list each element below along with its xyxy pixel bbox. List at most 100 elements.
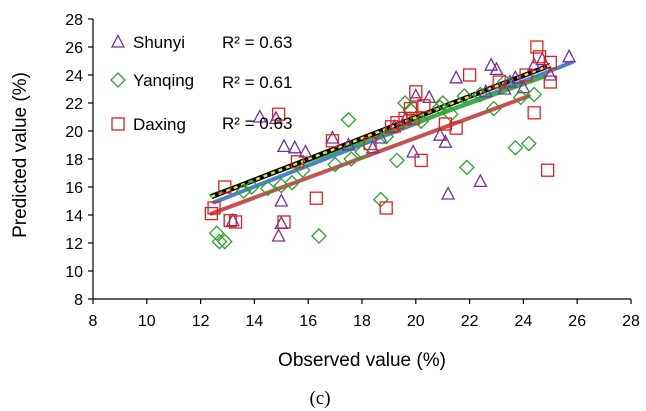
x-tick-label: 8	[89, 313, 98, 330]
point-shunyi	[287, 139, 302, 154]
point-yanqing	[456, 88, 473, 104]
point-daxing	[403, 101, 418, 116]
point-daxing	[406, 111, 420, 126]
point-daxing	[379, 201, 393, 215]
point-yanqing	[235, 183, 252, 200]
point-yanqing	[340, 111, 357, 128]
y-tick-label: 16	[65, 180, 83, 197]
point-yanqing	[211, 233, 228, 250]
y-tick-label: 10	[65, 264, 83, 281]
point-shunyi	[276, 138, 292, 153]
point-yanqing	[485, 100, 502, 117]
plot-axes: 8 10 12 14 16 18 20 22 24 26 28 8 10 12 14 16 18 20 22 24 26…	[65, 12, 640, 330]
point-daxing	[540, 163, 555, 177]
point-daxing	[277, 215, 291, 229]
x-tick-label: 28	[622, 313, 640, 330]
x-tick-label: 22	[461, 313, 479, 330]
data-points	[204, 40, 577, 250]
point-shunyi	[449, 69, 464, 84]
point-daxing	[492, 75, 506, 89]
point-yanqing	[216, 233, 233, 250]
point-daxing	[519, 68, 533, 82]
point-daxing	[409, 85, 423, 99]
point-shunyi	[502, 74, 518, 88]
point-yanqing	[327, 156, 344, 173]
x-axis-title: Observed value (%)	[278, 350, 446, 371]
point-daxing	[543, 75, 557, 89]
y-tick-label: 24	[65, 68, 83, 85]
r2-label-yanqing: R² = 0.61	[222, 73, 292, 92]
legend-marker-daxing	[111, 117, 125, 131]
point-shunyi	[325, 130, 340, 144]
point-shunyi	[274, 215, 289, 230]
point-yanqing	[378, 128, 395, 145]
point-shunyi	[406, 144, 421, 158]
point-yanqing	[389, 152, 405, 169]
x-tick-label: 12	[192, 313, 210, 330]
point-daxing	[390, 115, 404, 130]
point-shunyi	[543, 67, 558, 81]
point-shunyi	[473, 173, 488, 188]
y-tick-label: 22	[65, 96, 83, 113]
point-shunyi	[373, 130, 388, 144]
point-yanqing	[472, 86, 489, 103]
point-daxing	[414, 153, 428, 168]
legend-marker-yanqing	[110, 72, 126, 88]
y-tick-label: 12	[65, 236, 83, 253]
point-daxing	[228, 215, 243, 229]
y-tick-label: 8	[74, 292, 83, 309]
point-yanqing	[311, 228, 327, 244]
point-shunyi	[489, 61, 504, 76]
point-shunyi	[408, 88, 423, 102]
point-yanqing	[284, 174, 300, 191]
y-tick-label: 14	[65, 208, 83, 225]
point-shunyi	[508, 69, 523, 84]
point-shunyi	[484, 57, 499, 71]
y-axis-title: Predicted value (%)	[10, 72, 31, 238]
point-yanqing	[526, 86, 543, 103]
point-yanqing	[496, 74, 513, 90]
point-yanqing	[458, 159, 475, 176]
point-yanqing	[512, 89, 529, 106]
point-daxing	[363, 136, 377, 151]
point-shunyi	[271, 228, 286, 242]
point-yanqing	[413, 113, 430, 130]
point-shunyi	[274, 193, 289, 207]
point-daxing	[449, 121, 463, 135]
point-shunyi	[438, 134, 453, 148]
point-shunyi	[298, 144, 313, 158]
point-daxing	[417, 99, 431, 113]
x-tick-label: 14	[246, 313, 264, 330]
point-yanqing	[208, 225, 225, 242]
point-yanqing	[520, 135, 537, 152]
y-tick-label: 26	[65, 40, 83, 57]
legend-label-shunyi: Shunyi	[133, 33, 185, 52]
y-tick-label: 18	[65, 152, 83, 169]
point-daxing	[543, 55, 557, 70]
r2-label-daxing: R² = 0.63	[222, 114, 292, 133]
point-shunyi	[341, 137, 356, 151]
point-daxing	[438, 117, 453, 131]
point-daxing	[290, 155, 305, 169]
point-shunyi	[441, 186, 456, 200]
point-yanqing	[434, 95, 451, 111]
legend-label-daxing: Daxing	[133, 115, 186, 134]
point-shunyi	[562, 48, 577, 63]
y-tick-label: 20	[65, 124, 83, 141]
series-daxing	[204, 40, 557, 229]
point-daxing	[309, 191, 323, 205]
point-shunyi	[252, 109, 267, 123]
x-tick-label: 10	[138, 313, 156, 330]
x-tick-label: 20	[407, 313, 425, 330]
point-yanqing	[432, 99, 448, 116]
x-tick-label: 16	[299, 313, 317, 330]
point-daxing	[527, 106, 541, 120]
point-daxing	[207, 201, 221, 215]
point-yanqing	[343, 151, 360, 167]
x-tick-label: 18	[353, 313, 371, 330]
point-daxing	[218, 180, 232, 194]
figure-caption: (c)	[309, 388, 330, 409]
point-shunyi	[432, 127, 448, 141]
series-shunyi	[225, 48, 577, 242]
